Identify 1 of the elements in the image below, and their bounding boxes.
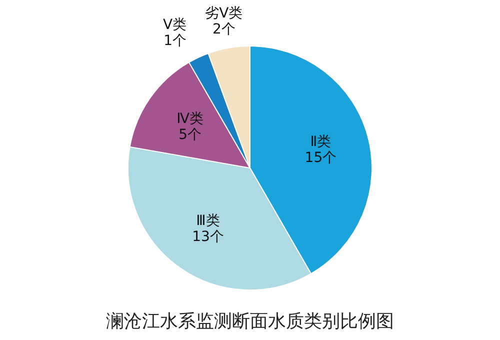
- text: 澜沧江水系监测断面水质类别比例图: [106, 311, 394, 332]
